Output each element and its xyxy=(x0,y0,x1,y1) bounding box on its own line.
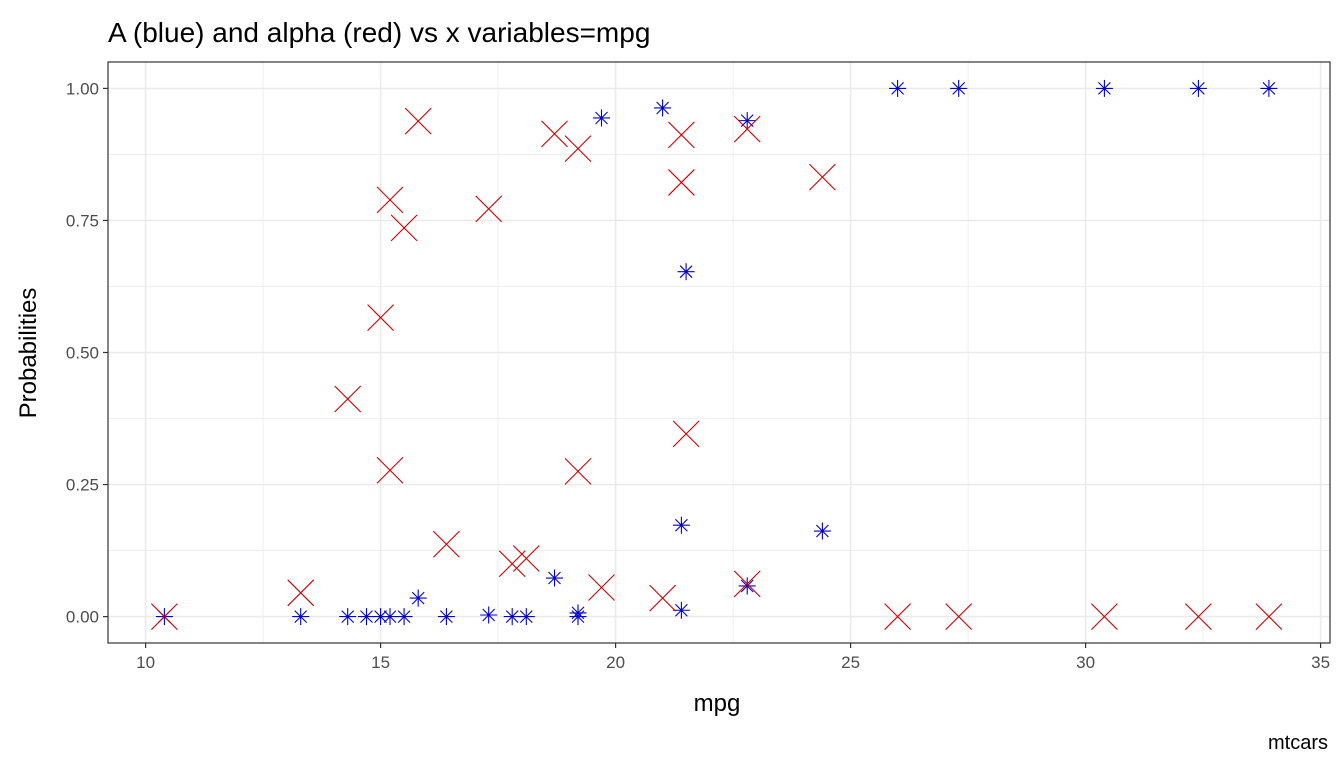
alpha-point xyxy=(498,550,526,578)
a-point xyxy=(517,608,535,626)
alpha-point xyxy=(334,385,362,413)
x-tick-label: 25 xyxy=(841,653,860,672)
x-tick-label: 20 xyxy=(606,653,625,672)
alpha-point xyxy=(733,115,761,143)
alpha-point xyxy=(433,530,460,558)
alpha-point xyxy=(672,420,700,448)
a-point xyxy=(1189,79,1207,97)
a-point xyxy=(372,608,390,626)
alpha-point xyxy=(367,304,394,332)
y-tick-label: 0.00 xyxy=(66,608,99,627)
axes: 10 15 20 25 30 35 0.00 0.25 0.50 0.75 1.00 xyxy=(66,79,1330,672)
alpha-point xyxy=(733,570,761,598)
a-point xyxy=(677,263,695,281)
a-point xyxy=(1260,79,1278,97)
alpha-point xyxy=(668,169,695,196)
a-point xyxy=(738,112,756,130)
x-tick-label: 15 xyxy=(371,653,390,672)
alpha-point xyxy=(1255,603,1283,630)
a-point xyxy=(672,516,690,534)
gridlines xyxy=(108,62,1330,643)
alpha-point xyxy=(884,603,911,630)
a-point xyxy=(395,608,413,626)
alpha-point xyxy=(151,603,178,630)
alpha-point xyxy=(649,584,676,612)
y-axis-title: Probabilities xyxy=(15,288,42,419)
a-point xyxy=(654,99,672,117)
alpha-point xyxy=(668,121,695,149)
a-point xyxy=(813,522,831,540)
x-tick-label: 30 xyxy=(1076,653,1095,672)
a-point xyxy=(889,79,907,97)
x-axis-title: mpg xyxy=(694,690,741,717)
chart-caption: mtcars xyxy=(1268,732,1328,754)
alpha-point xyxy=(287,579,315,607)
a-point xyxy=(292,608,310,626)
alpha-point xyxy=(541,120,568,148)
alpha-point xyxy=(1185,603,1212,630)
chart-title: A (blue) and alpha (red) vs x variables=… xyxy=(108,17,650,48)
alpha-point xyxy=(475,195,503,223)
y-tick-label: 1.00 xyxy=(66,79,99,98)
alpha-point xyxy=(588,574,615,601)
y-tick-label: 0.75 xyxy=(66,211,99,230)
x-tick-label: 10 xyxy=(136,653,155,672)
alpha-point xyxy=(390,214,418,242)
a-point xyxy=(409,589,427,607)
alpha-point xyxy=(809,163,836,191)
y-tick-label: 0.50 xyxy=(66,344,99,363)
a-point xyxy=(569,604,587,622)
a-point xyxy=(546,569,563,587)
a-point xyxy=(1095,79,1113,97)
alpha-point xyxy=(564,135,592,163)
alpha-point xyxy=(1091,603,1118,630)
alpha-point xyxy=(512,545,540,572)
a-point xyxy=(339,608,357,626)
a-point xyxy=(672,601,690,619)
a-point xyxy=(950,79,968,97)
alpha-point xyxy=(376,456,404,484)
alpha-point xyxy=(376,186,404,214)
a-point xyxy=(593,109,610,127)
alpha-point xyxy=(404,107,432,135)
a-point xyxy=(437,608,455,626)
a-point xyxy=(480,606,498,624)
data-points xyxy=(151,79,1283,630)
alpha-point xyxy=(945,603,973,630)
x-tick-label: 35 xyxy=(1311,653,1330,672)
alpha-point xyxy=(564,457,592,485)
a-point xyxy=(738,577,756,595)
y-tick-label: 0.25 xyxy=(66,476,99,495)
